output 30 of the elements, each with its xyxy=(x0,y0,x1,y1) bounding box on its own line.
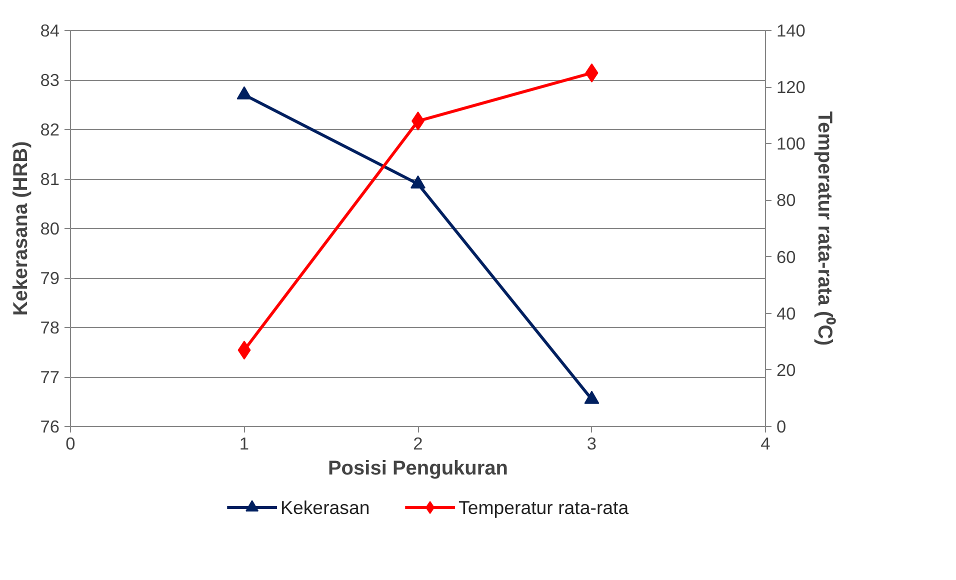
y-tick-label: 83 xyxy=(40,70,60,90)
y-tick-label: 79 xyxy=(40,268,60,288)
legend-label: Kekerasan xyxy=(280,497,370,518)
y2-tick-label: 80 xyxy=(776,190,796,210)
y-tick-label: 80 xyxy=(40,218,60,238)
y2-tick-label: 140 xyxy=(776,20,806,40)
point xyxy=(584,390,600,404)
y-tick-label: 81 xyxy=(40,169,60,189)
y2-tick-label: 60 xyxy=(776,246,796,267)
y-tick-label: 76 xyxy=(40,416,60,436)
y2-tick-label: 40 xyxy=(776,303,796,324)
x-tick-label: 1 xyxy=(239,434,250,454)
y-tick-label: 78 xyxy=(40,318,60,338)
y-tick-label: 77 xyxy=(40,367,60,387)
y2-axis-title: Temperatur rata-rata (⁰C) xyxy=(813,111,836,346)
point xyxy=(236,86,252,100)
point xyxy=(410,175,426,188)
x-tick-label: 4 xyxy=(760,434,771,454)
y2-tick-label: 120 xyxy=(776,77,806,98)
x-tick-label: 2 xyxy=(413,434,423,454)
y2-tick-label: 0 xyxy=(776,416,786,436)
y-tick-label: 84 xyxy=(40,20,60,40)
y-tick-label: 82 xyxy=(40,120,60,140)
y2-tick-label: 100 xyxy=(776,134,806,154)
y-axis-title: Kekerasana (HRB) xyxy=(10,141,32,316)
x-axis-title: Posisi Pengukuran xyxy=(328,458,508,480)
y2-tick-label: 20 xyxy=(776,360,796,380)
x-tick-label: 3 xyxy=(586,434,597,454)
x-tick-label: 0 xyxy=(66,434,76,454)
legend-label: Temperatur rata-rata xyxy=(458,497,630,518)
